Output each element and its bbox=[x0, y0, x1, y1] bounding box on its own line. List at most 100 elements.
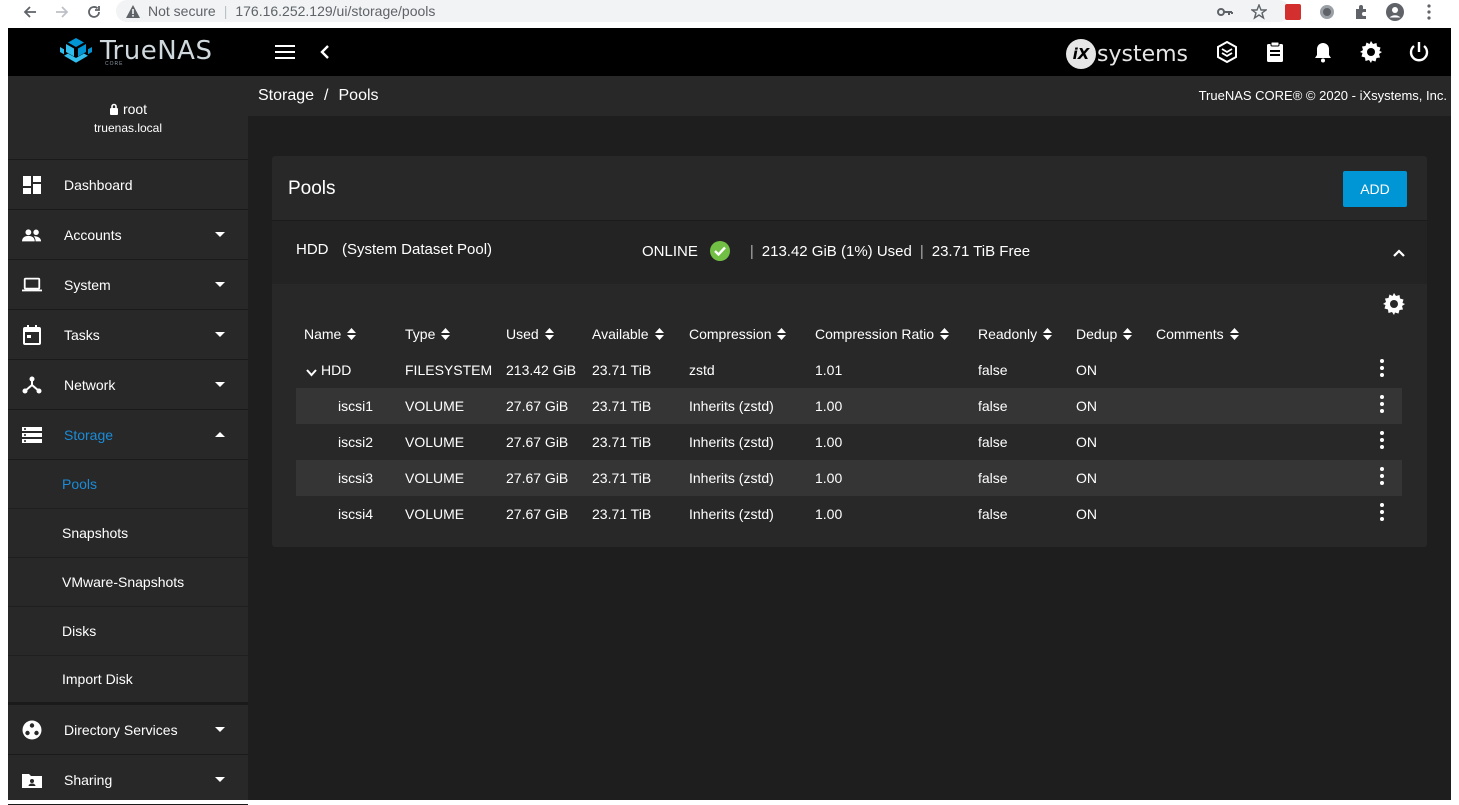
check-circle-icon bbox=[709, 241, 730, 261]
sidebar-subitem-disks[interactable]: Disks bbox=[8, 607, 248, 656]
browser-menu-icon[interactable] bbox=[1419, 2, 1439, 22]
cell-used: 27.67 GiB bbox=[506, 506, 569, 522]
omnibox-divider: | bbox=[223, 3, 228, 19]
cell-name: iscsi2 bbox=[338, 434, 374, 450]
sidebar-item-accounts[interactable]: Accounts bbox=[8, 210, 248, 260]
pool-header[interactable]: HDD (System Dataset Pool) ONLINE | 213.4… bbox=[272, 220, 1427, 284]
browser-reload-icon[interactable] bbox=[82, 0, 106, 24]
breadcrumb-separator: / bbox=[324, 87, 329, 104]
cell-compression-ratio: 1.00 bbox=[815, 398, 843, 414]
lock-icon bbox=[109, 103, 118, 115]
column-header-compression[interactable]: Compression bbox=[689, 326, 787, 342]
row-actions-kebab-icon[interactable] bbox=[1374, 356, 1390, 380]
ixsystems-logo[interactable]: iX systems bbox=[1066, 39, 1188, 69]
column-header-name[interactable]: Name bbox=[304, 326, 357, 342]
row-actions-kebab-icon[interactable] bbox=[1374, 464, 1390, 488]
user-name-row: root bbox=[109, 101, 147, 117]
bell-icon[interactable] bbox=[1311, 40, 1335, 64]
row-actions-kebab-icon[interactable] bbox=[1374, 392, 1390, 416]
gear-icon[interactable] bbox=[1359, 40, 1383, 64]
browser-back-icon[interactable] bbox=[18, 0, 42, 24]
brand-text: TrueNAS bbox=[100, 36, 213, 66]
browser-toolbar: Not secure | 176.16.252.129/ui/storage/p… bbox=[0, 0, 1459, 24]
pool-description: (System Dataset Pool) bbox=[342, 241, 493, 258]
column-header-compression-ratio[interactable]: Compression Ratio bbox=[815, 326, 950, 342]
sidebar-subitem-pools[interactable]: Pools bbox=[8, 460, 248, 509]
table-settings-gear-icon[interactable] bbox=[1383, 293, 1407, 317]
column-header-dedup[interactable]: Dedup bbox=[1076, 326, 1133, 342]
extension-circle-icon[interactable] bbox=[1317, 2, 1337, 22]
user-host: truenas.local bbox=[93, 120, 163, 135]
sidebar-item-directory-services[interactable]: Directory Services bbox=[8, 705, 248, 755]
column-header-readonly[interactable]: Readonly bbox=[978, 326, 1053, 342]
cell-name: HDD bbox=[321, 362, 352, 378]
table-row[interactable]: HDD FILESYSTEM 213.42 GiB 23.71 TiB zstd… bbox=[296, 352, 1402, 388]
breadcrumb-parent[interactable]: Storage bbox=[258, 87, 315, 104]
sidebar-subitem-snapshots[interactable]: Snapshots bbox=[8, 509, 248, 558]
table-row[interactable]: iscsi3 VOLUME 27.67 GiB 23.71 TiB Inheri… bbox=[296, 460, 1402, 496]
cell-readonly: false bbox=[978, 434, 1008, 450]
key-icon[interactable] bbox=[1215, 2, 1235, 22]
truecommand-icon[interactable] bbox=[1215, 40, 1239, 64]
sidebar-item-label: Tasks bbox=[64, 326, 100, 343]
sort-icon bbox=[1043, 328, 1053, 340]
caret-down-icon bbox=[214, 279, 226, 291]
cell-compression: Inherits (zstd) bbox=[689, 506, 774, 522]
security-label: Not secure bbox=[148, 3, 216, 19]
cell-dedup: ON bbox=[1076, 398, 1097, 414]
sidebar-subitem-import-disk[interactable]: Import Disk bbox=[8, 656, 248, 705]
sort-icon bbox=[654, 328, 664, 340]
hamburger-menu-icon[interactable] bbox=[273, 40, 297, 64]
cell-type: VOLUME bbox=[405, 506, 465, 522]
user-name: root bbox=[122, 100, 148, 117]
cell-dedup: ON bbox=[1076, 362, 1097, 378]
sidebar-item-tasks[interactable]: Tasks bbox=[8, 310, 248, 360]
sidebar-item-label: Accounts bbox=[64, 226, 122, 243]
pdf-extension-icon[interactable] bbox=[1283, 2, 1303, 22]
address-bar[interactable]: Not secure | 176.16.252.129/ui/storage/p… bbox=[116, 0, 1290, 22]
table-row[interactable]: iscsi1 VOLUME 27.67 GiB 23.71 TiB Inheri… bbox=[296, 388, 1402, 424]
browser-forward-icon[interactable] bbox=[50, 0, 74, 24]
table-row[interactable]: iscsi4 VOLUME 27.67 GiB 23.71 TiB Inheri… bbox=[296, 496, 1402, 532]
clipboard-icon[interactable] bbox=[1263, 40, 1287, 64]
ix-logo-icon: iX bbox=[1066, 39, 1096, 69]
puzzle-icon[interactable] bbox=[1351, 2, 1371, 22]
sidebar-item-network[interactable]: Network bbox=[8, 360, 248, 410]
add-button[interactable]: ADD bbox=[1343, 171, 1407, 207]
table-header: Name Type Used Available Compression Com… bbox=[296, 316, 1402, 352]
breadcrumb-bar: Storage / Pools TrueNAS CORE® © 2020 - iXs… bbox=[248, 76, 1451, 116]
cell-compression: Inherits (zstd) bbox=[689, 434, 774, 450]
cell-readonly: false bbox=[978, 362, 1008, 378]
power-icon[interactable] bbox=[1407, 40, 1431, 64]
sidebar-item-dashboard[interactable]: Dashboard bbox=[8, 160, 248, 210]
chevron-down-icon[interactable] bbox=[306, 364, 317, 382]
chevron-up-icon[interactable] bbox=[1389, 243, 1409, 263]
row-actions-kebab-icon[interactable] bbox=[1374, 500, 1390, 524]
cell-used: 213.42 GiB bbox=[506, 362, 577, 378]
cell-available: 23.71 TiB bbox=[592, 398, 652, 414]
sidebar-item-storage[interactable]: Storage bbox=[8, 410, 248, 460]
cell-available: 23.71 TiB bbox=[592, 506, 652, 522]
row-actions-kebab-icon[interactable] bbox=[1374, 428, 1390, 452]
sidebar-item-sharing[interactable]: Sharing bbox=[8, 755, 248, 805]
column-header-available[interactable]: Available bbox=[592, 326, 664, 342]
column-header-type[interactable]: Type bbox=[405, 326, 451, 342]
sidebar-item-system[interactable]: System bbox=[8, 260, 248, 310]
shared-folder-icon bbox=[22, 770, 42, 790]
table-row[interactable]: iscsi2 VOLUME 27.67 GiB 23.71 TiB Inheri… bbox=[296, 424, 1402, 460]
breadcrumb: Storage / Pools bbox=[258, 87, 379, 105]
cell-type: VOLUME bbox=[405, 434, 465, 450]
profile-icon[interactable] bbox=[1385, 2, 1405, 22]
pool-used: 213.42 GiB (1%) Used bbox=[761, 242, 912, 260]
cell-used: 27.67 GiB bbox=[506, 398, 569, 414]
collapse-sidebar-icon[interactable] bbox=[313, 40, 337, 64]
sort-icon bbox=[940, 328, 950, 340]
breadcrumb-current: Pools bbox=[338, 87, 379, 104]
truenas-logo[interactable]: TrueNAS bbox=[58, 36, 212, 66]
column-header-comments[interactable]: Comments bbox=[1156, 326, 1239, 342]
url-text: 176.16.252.129/ui/storage/pools bbox=[235, 3, 436, 19]
sidebar-subitem-vmware-snapshots[interactable]: VMware-Snapshots bbox=[8, 558, 248, 607]
column-header-used[interactable]: Used bbox=[506, 326, 554, 342]
warning-icon bbox=[126, 4, 140, 18]
star-icon[interactable] bbox=[1249, 2, 1269, 22]
